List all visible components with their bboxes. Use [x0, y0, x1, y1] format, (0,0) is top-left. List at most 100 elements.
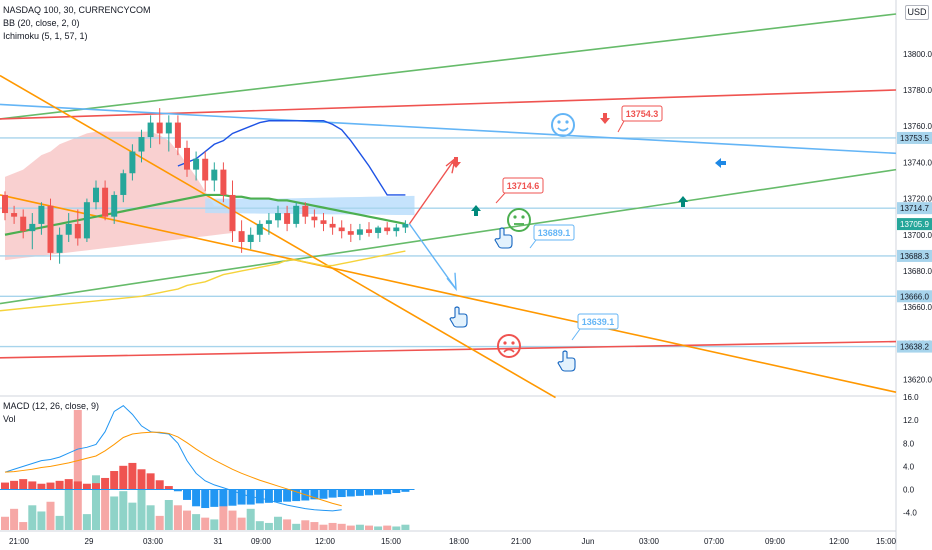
macd-histogram-bar	[383, 489, 392, 495]
buy-arrow-icon-stem	[681, 202, 685, 207]
callout-leader	[495, 192, 506, 204]
sell-arrow-icon-head	[600, 118, 610, 124]
time-axis-tick: Jun	[582, 537, 595, 546]
happy-face-icon-outline	[551, 113, 575, 137]
hand-pointer-icon	[557, 350, 576, 372]
price-badge	[897, 249, 932, 262]
neutral-face-icon-eye	[513, 215, 517, 219]
macd-histogram-bar	[274, 489, 282, 503]
buy-arrow-icon-head	[678, 196, 688, 202]
candle-body	[138, 137, 145, 152]
macd-axis-tick: -4.0	[903, 509, 917, 518]
volume-bar	[401, 524, 410, 530]
macd-histogram-bar	[92, 483, 100, 490]
hand-pointer-icon-shape	[557, 350, 576, 372]
volume-bar	[201, 517, 210, 530]
currency-badge[interactable]: USD	[905, 5, 929, 20]
volume-indicator-label[interactable]: Vol	[3, 414, 16, 424]
happy-face-icon-eye	[557, 120, 561, 124]
time-axis-tick: 15:00	[876, 537, 897, 546]
volume-bar	[101, 487, 110, 530]
time-axis-tick: 18:00	[449, 537, 470, 546]
candle-body	[65, 223, 72, 235]
candle-body	[102, 187, 109, 217]
volume-bar	[283, 519, 292, 530]
volume-bar	[173, 505, 182, 530]
left-arrow-icon	[715, 158, 726, 168]
price-callout-box	[502, 177, 544, 194]
time-axis-tick: 29	[85, 537, 94, 546]
time-axis-tick: 15:00	[381, 537, 402, 546]
left-arrow-icon-head	[715, 158, 721, 168]
macd-indicator-label[interactable]: MACD (12, 26, close, 9)	[3, 401, 100, 411]
candle-body	[320, 220, 327, 224]
volume-bar	[228, 510, 237, 530]
volume-bar	[119, 491, 128, 530]
macd-histogram-bar	[392, 489, 401, 493]
macd-histogram-bar	[292, 489, 301, 502]
candle-body	[129, 151, 136, 174]
candle-body	[184, 147, 190, 170]
bb-indicator-label[interactable]: BB (20, close, 2, 0)	[3, 18, 80, 28]
sell-arrow-icon-stem	[454, 157, 458, 162]
macd-histogram-bar	[128, 462, 137, 490]
volume-bar	[310, 522, 319, 530]
candle-body	[366, 229, 372, 233]
volume-bar	[110, 496, 119, 530]
macd-histogram-bar	[64, 479, 73, 490]
candle-body	[329, 223, 336, 228]
macd-histogram-bar	[164, 486, 173, 490]
sad-face-icon	[497, 334, 521, 358]
volume-bar	[374, 526, 383, 530]
price-badge-label: 13666.0	[900, 292, 929, 301]
sell-arrow-icon	[600, 113, 610, 124]
volume-bar	[28, 505, 37, 530]
price-badge-label: 13753.5	[900, 134, 929, 143]
volume-bar	[365, 525, 373, 530]
candle-body	[29, 223, 36, 232]
time-axis-tick: 21:00	[9, 537, 30, 546]
macd-histogram-bar	[346, 489, 355, 497]
macd-histogram-bar	[237, 489, 246, 505]
macd-axis-tick: 12.0	[903, 416, 919, 425]
volume-bar	[64, 484, 73, 530]
time-axis-tick: 07:00	[704, 537, 725, 546]
volume-bar	[301, 520, 310, 530]
volume-bar	[73, 410, 82, 530]
price-callout-label: 13639.1	[582, 317, 615, 327]
volume-bar	[183, 510, 191, 530]
macd-histogram-bar	[110, 471, 119, 490]
candle-body	[256, 223, 263, 235]
volume-bar	[82, 514, 91, 530]
time-axis-tick: 12:00	[315, 537, 336, 546]
volume-bar	[346, 525, 355, 530]
price-axis-tick: 13660.0	[903, 303, 932, 312]
forecast-down-arrowhead	[446, 272, 457, 292]
volume-bar	[92, 475, 100, 530]
candle-body	[375, 227, 382, 233]
macd-histogram-bar	[319, 489, 328, 499]
macd-histogram-bar	[401, 489, 410, 492]
ichimoku-indicator-label[interactable]: Ichimoku (5, 1, 57, 1)	[3, 31, 88, 41]
volume-bar	[264, 522, 273, 530]
price-badge-label: 13714.7	[900, 204, 929, 213]
price-callout-label: 13714.6	[507, 181, 540, 191]
macd-histogram-bar	[146, 473, 155, 490]
volume-bar	[146, 505, 155, 530]
price-axis-tick: 13800.0	[903, 50, 932, 59]
volume-bar	[328, 522, 337, 530]
candle-body	[347, 231, 354, 235]
candle-body	[302, 205, 309, 217]
volume-bar	[355, 524, 364, 530]
bollinger-upper-line	[177, 120, 406, 196]
volume-bar	[274, 516, 282, 530]
volume-bar	[292, 523, 301, 530]
macd-histogram-bar	[264, 489, 273, 503]
candle-body	[111, 194, 118, 217]
candle-body	[174, 122, 181, 148]
macd-histogram-bar	[10, 480, 19, 490]
candle-body	[265, 220, 272, 224]
candle-body	[311, 216, 318, 221]
